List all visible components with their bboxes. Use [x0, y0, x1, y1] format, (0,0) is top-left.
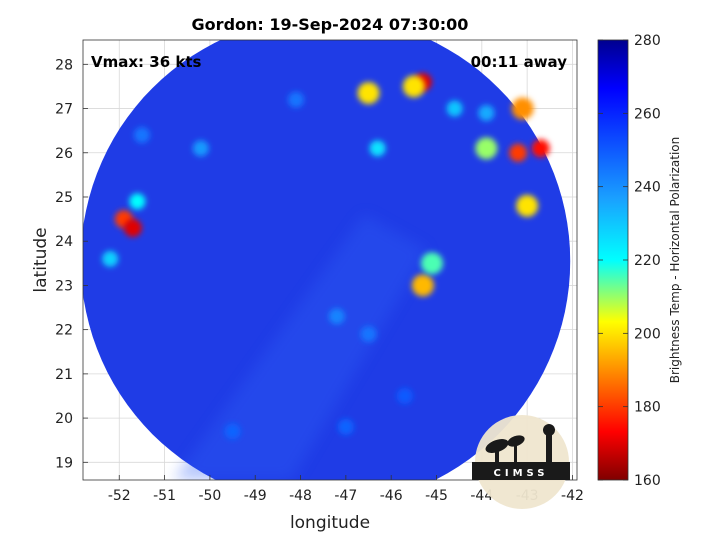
- x-tick-label: -52: [108, 488, 131, 504]
- y-tick-label: 23: [55, 278, 73, 294]
- x-tick-label: -48: [289, 488, 312, 504]
- y-tick-label: 26: [55, 146, 73, 162]
- x-tick-label: -47: [334, 488, 357, 504]
- brightness-feature: [133, 127, 150, 144]
- colorbar-ticks: 160 180 200 220 240 260 280: [598, 33, 661, 489]
- colorbar-tick-label: 180: [634, 400, 661, 416]
- y-axis-label: latitude: [31, 227, 51, 292]
- brightness-feature: [446, 100, 463, 117]
- colorbar-tick-label: 280: [634, 33, 661, 49]
- y-tick-label: 27: [55, 102, 73, 118]
- y-tick-label: 19: [55, 455, 73, 471]
- brightness-feature: [123, 218, 142, 237]
- y-tick-label: 25: [55, 190, 73, 206]
- y-tick-label: 20: [55, 411, 73, 427]
- brightness-feature: [360, 326, 377, 343]
- swath-band: [173, 214, 428, 480]
- brightness-feature: [369, 140, 386, 157]
- cimss-logo: CIMSS: [472, 415, 570, 509]
- x-tick-label: -46: [380, 488, 403, 504]
- colorbar-tick-label: 220: [634, 253, 661, 269]
- colorbar-tick-label: 260: [634, 106, 661, 122]
- brightness-feature: [396, 387, 413, 404]
- brightness-feature: [402, 75, 425, 98]
- plot-frame: [82, 39, 578, 481]
- x-tick-label: -45: [425, 488, 448, 504]
- brightness-feature: [337, 418, 354, 435]
- colorbar-tick-label: 240: [634, 180, 661, 196]
- logo-text: CIMSS: [494, 468, 549, 479]
- vmax-annotation: Vmax: 36 kts: [91, 53, 201, 71]
- y-ticks: 19 20 21 22 23 24 25 26 27 28: [55, 57, 88, 471]
- brightness-feature: [509, 143, 528, 162]
- y-tick-label: 22: [55, 323, 73, 339]
- brightness-feature: [478, 104, 495, 121]
- swath: [83, 40, 571, 480]
- brightness-feature: [516, 194, 539, 217]
- x-tick-label: -51: [153, 488, 176, 504]
- brightness-feature: [129, 193, 146, 210]
- colorbar-tick-label: 200: [634, 326, 661, 342]
- brightness-feature: [102, 250, 119, 267]
- brightness-feature: [411, 274, 434, 297]
- brightness-feature: [288, 91, 305, 108]
- chart-title: Gordon: 19-Sep-2024 07:30:00: [192, 15, 469, 34]
- brightness-feature: [420, 252, 443, 275]
- x-tick-label: -42: [561, 488, 584, 504]
- y-tick-label: 24: [55, 234, 73, 250]
- y-tick-label: 28: [55, 57, 73, 73]
- colorbar-label: Brightness Temp - Horizontal Polarizatio…: [668, 137, 682, 384]
- brightness-feature: [192, 140, 209, 157]
- brightness-feature: [357, 82, 380, 105]
- brightness-feature: [328, 308, 345, 325]
- features: [102, 73, 550, 440]
- time-away-annotation: 00:11 away: [471, 53, 568, 71]
- x-axis-label: longitude: [290, 513, 370, 533]
- brightness-feature: [224, 423, 241, 440]
- brightness-feature: [511, 97, 534, 120]
- brightness-feature: [475, 137, 498, 160]
- x-tick-label: -50: [198, 488, 221, 504]
- brightness-feature: [531, 139, 550, 158]
- y-tick-label: 21: [55, 367, 73, 383]
- x-tick-label: -49: [244, 488, 267, 504]
- colorbar-tick-label: 160: [634, 473, 661, 489]
